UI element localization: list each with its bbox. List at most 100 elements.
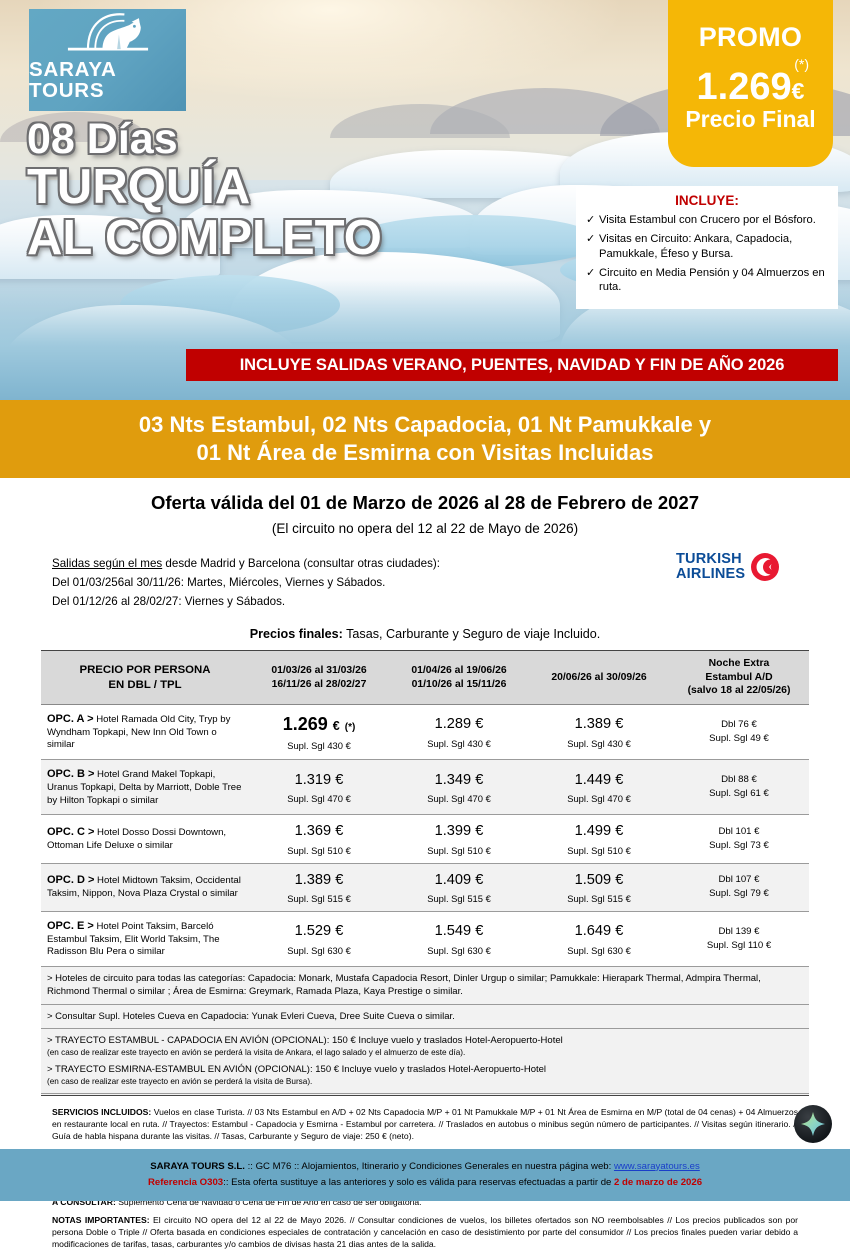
row-price-3: 1.389 € Supl. Sgl 430 € [529,704,669,761]
important-notes: NOTAS IMPORTANTES: El circuito NO opera … [52,1214,798,1250]
footer-line-2-text: :: Esta oferta sustituye a las anteriore… [223,1177,615,1188]
table-row: OPC. A > Hotel Ramada Old City, Tryp by … [41,704,809,761]
promo-label: PROMO [698,22,803,52]
page-title: 08 Días TURQUÍA AL COMPLETO [27,118,382,263]
horse-arch-icon [67,13,148,51]
extra-dbl: Dbl 88 € [721,773,757,785]
final-prices-label: Precios finales: [249,627,343,642]
header-line: EN DBL / TPL [108,678,182,691]
footer-effective-date: 2 de marzo de 2026 [614,1177,703,1188]
header-line: Estambul A/D [705,671,773,683]
four-point-star-icon [801,1112,825,1136]
table-header-person: PRECIO POR PERSONA EN DBL / TPL [41,650,249,705]
header-line: 01/03/26 al 31/03/26 [271,665,367,677]
circuit-hotels-note: > Hoteles de circuito para todas las cat… [41,966,809,1005]
extra-sgl: Supl. Sgl 49 € [709,733,769,745]
departures-block: Salidas según el mes desde Madrid y Barc… [52,555,850,611]
offer-validity-subtitle: (El circuito no opera del 12 al 22 de Ma… [271,521,579,536]
price-value: 1.389 € [574,716,624,733]
website-link[interactable]: www.sarayatours.es [613,1160,700,1172]
includes-item: ✓ Visita Estambul con Crucero por el Bós… [586,213,828,227]
row-price-3: 1.449 € Supl. Sgl 470 € [529,759,669,816]
saraya-tours-logo[interactable]: SARAYA TOURS [29,9,186,111]
table-row: OPC. C > Hotel Dosso Dossi Downtown, Ott… [41,814,809,864]
services-included-label: SERVICIOS INCLUIDOS: [52,1106,152,1117]
row-hotels: OPC. A > Hotel Ramada Old City, Tryp by … [41,704,249,761]
airline-name-line-2: AIRLINES [676,566,746,583]
table-header-period-2: 01/04/26 al 19/06/26 01/10/26 al 15/11/2… [389,650,529,705]
row-hotels: OPC. D > Hotel Midtown Taksim, Occidenta… [41,863,249,912]
price-value: 1.409 € [434,871,484,888]
price-supplement: Supl. Sgl 630 € [567,944,631,956]
airline-name-line-1: TURKISH [676,551,742,567]
price-value: 1.349 € [434,771,484,788]
row-price-3: 1.499 € Supl. Sgl 510 € [529,814,669,864]
departures-heading: Salidas según el mes desde Madrid y Barc… [52,555,850,574]
includes-item: ✓ Circuito en Media Pensión y 04 Almuerz… [586,266,828,295]
price-value: 1.269 € (*) [254,713,384,736]
logo-text: SARAYA TOURS [29,58,116,102]
price-value: 1.289 € [434,716,484,733]
row-extra-night: Dbl 76 € Supl. Sgl 49 € [669,704,809,761]
row-price-3: 1.509 € Supl. Sgl 515 € [529,863,669,912]
trayecto-2-small: (en caso de realizar este trayecto en av… [47,1077,313,1087]
content-body: Oferta válida del 01 de Marzo de 2026 al… [0,492,850,1250]
table-bottom-rule [41,1093,809,1096]
headline-country: TURQUÍA [27,160,251,214]
row-option-label: OPC. E > [47,919,94,932]
departures-heading-rest: desde Madrid y Barcelona (consultar otra… [162,557,440,570]
table-header-row: PRECIO POR PERSONA EN DBL / TPL 01/03/26… [41,650,809,705]
price-supplement: Supl. Sgl 630 € [287,944,351,956]
itinerary-band: 03 Nts Estambul, 02 Nts Capadocia, 01 Nt… [0,400,850,478]
extra-sgl: Supl. Sgl 110 € [706,939,772,951]
price-supplement: Supl. Sgl 510 € [427,844,491,856]
table-row: OPC. E > Hotel Point Taksim, Barceló Est… [41,911,809,968]
table-note-row: > TRAYECTO ESTAMBUL - CAPADOCIA EN AVIÓN… [41,1028,809,1094]
extra-sgl: Supl. Sgl 79 € [709,888,769,900]
row-hotel-names: Hotel Dosso Dossi Downtown, Ottoman Life… [47,827,227,851]
table-header-period-3: 20/06/26 al 30/09/26 [529,650,669,705]
price-supplement: Supl. Sgl 630 € [427,944,491,956]
promo-badge[interactable]: PROMO (*) 1.269€ Precio Final [668,0,833,167]
extra-dbl: Dbl 107 € [718,873,760,885]
offer-validity-title: Oferta válida del 01 de Marzo de 2026 al… [150,492,700,513]
trayecto-2-main: > TRAYECTO ESMIRNA-ESTAMBUL EN AVIÓN (OP… [47,1063,547,1075]
price-value: 1.389 € [294,871,344,888]
price-supplement: Supl. Sgl 470 € [287,792,351,804]
includes-item-text: Visitas en Circuito: Ankara, Capadocia, … [599,233,793,260]
header-line: 01/04/26 al 19/06/26 [411,665,507,677]
price-value: 1.499 € [574,823,624,840]
price-value: 1.319 € [294,771,344,788]
price-supplement: Supl. Sgl 515 € [287,892,351,904]
row-price-1: 1.269 € (*) Supl. Sgl 430 € [249,704,389,761]
promo-price: 1.269€ [668,67,833,108]
price-table: PRECIO POR PERSONA EN DBL / TPL 01/03/26… [41,650,809,1096]
row-price-1: 1.529 € Supl. Sgl 630 € [249,911,389,968]
quality-badge[interactable] [794,1105,832,1143]
price-asterisk: (*) [344,722,356,734]
notes-label: NOTAS IMPORTANTES: [52,1214,150,1225]
row-extra-night: Dbl 107 € Supl. Sgl 79 € [669,863,809,912]
header-line: PRECIO POR PERSONA [79,663,211,676]
headline-subtitle: AL COMPLETO [27,211,382,265]
table-note-row: > Hoteles de circuito para todas las cat… [41,966,809,1005]
headline-days: 08 Días [27,115,178,163]
row-price-2: 1.289 € Supl. Sgl 430 € [389,704,529,761]
header-line: 01/10/26 al 15/11/26 [411,678,507,690]
price-value: 1.369 € [294,823,344,840]
includes-card: INCLUYE: ✓ Visita Estambul con Crucero p… [576,186,838,309]
trayecto-1-small: (en caso de realizar este trayecto en av… [47,1048,466,1058]
price-supplement: Supl. Sgl 515 € [427,892,491,904]
row-hotels: OPC. C > Hotel Dosso Dossi Downtown, Ott… [41,814,249,864]
price-supplement: Supl. Sgl 470 € [567,792,631,804]
extra-sgl: Supl. Sgl 61 € [709,788,769,800]
row-price-2: 1.399 € Supl. Sgl 510 € [389,814,529,864]
services-included: SERVICIOS INCLUIDOS: Vuelos en clase Tur… [52,1106,798,1142]
extra-dbl: Dbl 76 € [721,718,757,730]
table-row: OPC. B > Hotel Grand Makel Topkapi, Uran… [41,759,809,816]
cave-hotels-note: > Consultar Supl. Hoteles Cueva en Capad… [41,1004,809,1030]
row-option-label: OPC. B > [47,768,95,781]
trayecto-1-main: > TRAYECTO ESTAMBUL - CAPADOCIA EN AVIÓN… [47,1035,563,1046]
final-prices-note: Precios finales: Tasas, Carburante y Seg… [0,627,850,641]
row-extra-night: Dbl 101 € Supl. Sgl 73 € [669,814,809,864]
